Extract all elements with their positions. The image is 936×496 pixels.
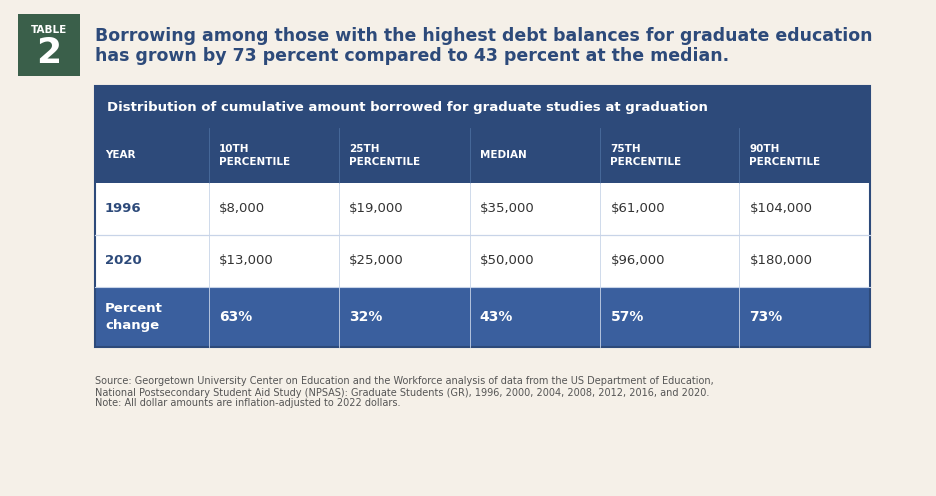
Text: $25,000: $25,000: [349, 254, 404, 267]
Text: $180,000: $180,000: [750, 254, 812, 267]
Text: $96,000: $96,000: [610, 254, 665, 267]
FancyBboxPatch shape: [95, 128, 870, 183]
FancyBboxPatch shape: [18, 14, 80, 76]
Text: 32%: 32%: [349, 310, 383, 324]
Text: has grown by 73 percent compared to 43 percent at the median.: has grown by 73 percent compared to 43 p…: [95, 47, 729, 65]
Text: TABLE: TABLE: [31, 25, 67, 35]
Text: MEDIAN: MEDIAN: [480, 150, 527, 161]
FancyBboxPatch shape: [95, 287, 870, 347]
Text: 57%: 57%: [610, 310, 644, 324]
Text: 2020: 2020: [105, 254, 141, 267]
Text: $104,000: $104,000: [750, 202, 812, 215]
Text: 75TH
PERCENTILE: 75TH PERCENTILE: [610, 144, 681, 167]
Text: Borrowing among those with the highest debt balances for graduate education: Borrowing among those with the highest d…: [95, 27, 872, 45]
FancyBboxPatch shape: [95, 86, 870, 128]
Text: YEAR: YEAR: [105, 150, 136, 161]
Text: 1996: 1996: [105, 202, 141, 215]
FancyBboxPatch shape: [95, 235, 870, 287]
Text: $8,000: $8,000: [219, 202, 265, 215]
FancyBboxPatch shape: [95, 183, 870, 235]
Text: Distribution of cumulative amount borrowed for graduate studies at graduation: Distribution of cumulative amount borrow…: [107, 101, 708, 114]
Text: $19,000: $19,000: [349, 202, 404, 215]
Text: $61,000: $61,000: [610, 202, 665, 215]
Text: $35,000: $35,000: [480, 202, 534, 215]
Text: 73%: 73%: [750, 310, 782, 324]
Text: Source: Georgetown University Center on Education and the Workforce analysis of : Source: Georgetown University Center on …: [95, 376, 714, 398]
Text: $50,000: $50,000: [480, 254, 534, 267]
Text: Percent
change: Percent change: [105, 303, 163, 331]
Text: 10TH
PERCENTILE: 10TH PERCENTILE: [219, 144, 290, 167]
Text: 90TH
PERCENTILE: 90TH PERCENTILE: [750, 144, 821, 167]
Text: 43%: 43%: [480, 310, 513, 324]
Text: 63%: 63%: [219, 310, 252, 324]
Text: 25TH
PERCENTILE: 25TH PERCENTILE: [349, 144, 420, 167]
Text: 2: 2: [37, 36, 62, 70]
Text: Note: All dollar amounts are inflation-adjusted to 2022 dollars.: Note: All dollar amounts are inflation-a…: [95, 398, 401, 408]
Text: $13,000: $13,000: [219, 254, 273, 267]
